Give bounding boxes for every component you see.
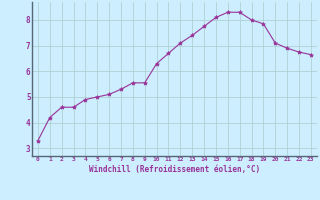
X-axis label: Windchill (Refroidissement éolien,°C): Windchill (Refroidissement éolien,°C) — [89, 165, 260, 174]
